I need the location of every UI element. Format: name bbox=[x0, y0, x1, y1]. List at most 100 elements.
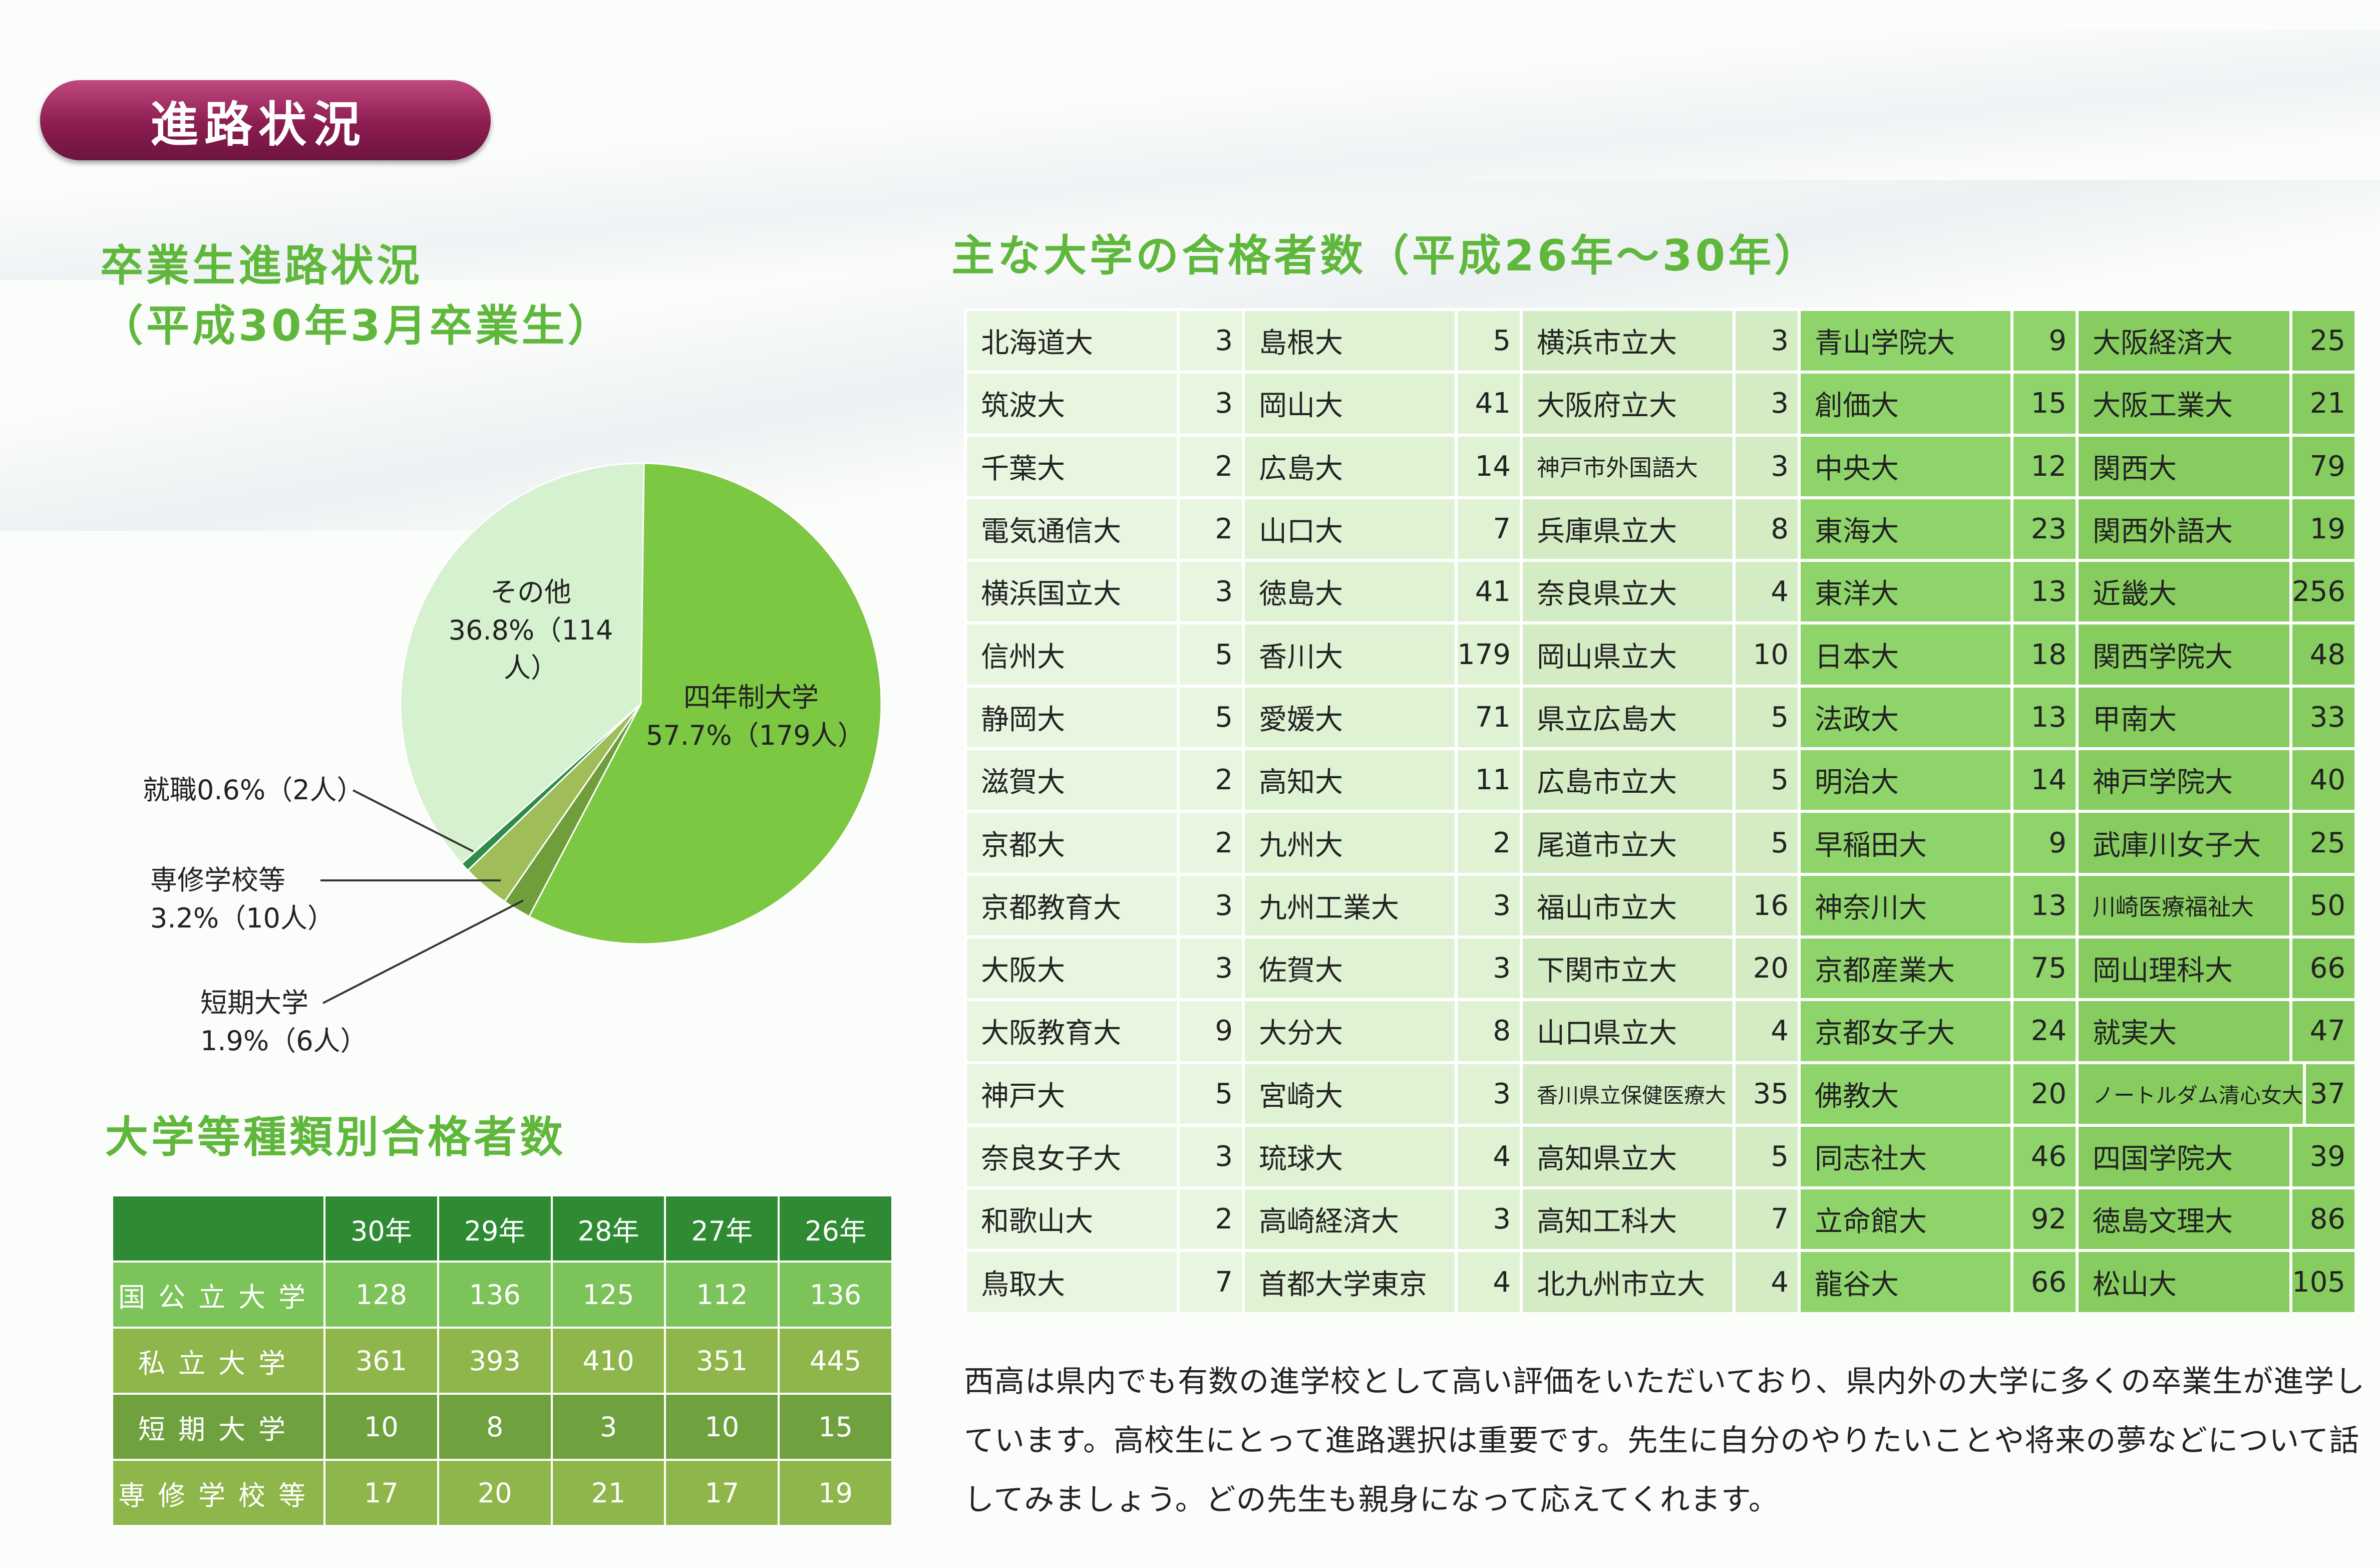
university-column: 北海道大 3 筑波大 3 千葉大 2 電気通信大 2 横浜国立大 3 信州大 5 静岡大 5 滋賀大 2 京都大… bbox=[964, 308, 1242, 1312]
university-count: 41 bbox=[1455, 374, 1520, 434]
university-row: 電気通信大 2 bbox=[964, 496, 1242, 559]
university-name: 関西外語大 bbox=[2093, 515, 2233, 548]
university-name: 九州大 bbox=[1259, 829, 1343, 862]
university-name: 大阪教育大 bbox=[981, 1017, 1121, 1050]
university-name: 岡山県立大 bbox=[1537, 641, 1677, 674]
section-title-badge: 進路状況 bbox=[40, 80, 491, 160]
university-name: 中央大 bbox=[1815, 452, 1899, 485]
university-row: 佐賀大 3 bbox=[1242, 935, 1520, 999]
university-count: 19 bbox=[2289, 499, 2354, 559]
pie-chart-svg bbox=[400, 462, 882, 945]
university-count: 24 bbox=[2010, 1001, 2076, 1061]
university-row: 大阪教育大 9 bbox=[964, 998, 1242, 1061]
university-row: 京都教育大 3 bbox=[964, 872, 1242, 935]
university-row: 関西大 79 bbox=[2076, 433, 2354, 496]
university-name: 香川県立保健医療大 bbox=[1537, 1083, 1727, 1108]
university-row: ノートルダム清心女大 37 bbox=[2076, 1061, 2354, 1124]
university-count: 14 bbox=[2010, 750, 2076, 810]
pie-label-university: 四年制大学 57.7%（179人） bbox=[646, 679, 865, 754]
university-count: 11 bbox=[1455, 750, 1520, 810]
university-name: 大阪経済大 bbox=[2093, 327, 2233, 360]
university-name: 九州工業大 bbox=[1259, 891, 1399, 924]
university-count: 71 bbox=[1455, 687, 1520, 748]
university-row: 青山学院大 9 bbox=[1798, 308, 2076, 371]
university-name: 千葉大 bbox=[981, 452, 1065, 485]
university-count: 3 bbox=[1455, 875, 1520, 935]
university-row: 高知県立大 5 bbox=[1520, 1123, 1798, 1187]
university-name: 県立広島大 bbox=[1537, 703, 1677, 736]
university-count: 10 bbox=[1733, 624, 1798, 685]
university-name: 京都女子大 bbox=[1815, 1017, 1955, 1050]
pie-label-junior-college-name: 短期大学 bbox=[200, 987, 308, 1019]
type-table-header: 26年 bbox=[778, 1194, 893, 1263]
university-count: 2 bbox=[1455, 813, 1520, 873]
university-name: 明治大 bbox=[1815, 766, 1899, 799]
university-count: 3 bbox=[1455, 938, 1520, 999]
university-count: 3 bbox=[1455, 1064, 1520, 1124]
university-name: 和歌山大 bbox=[981, 1205, 1093, 1238]
university-name: 早稲田大 bbox=[1815, 829, 1927, 862]
university-count: 3 bbox=[1177, 875, 1242, 935]
university-name: 川崎医療福祉大 bbox=[2093, 893, 2254, 921]
university-name: 横浜市立大 bbox=[1537, 327, 1677, 360]
university-count: 9 bbox=[2010, 311, 2076, 371]
university-name: 高知県立大 bbox=[1537, 1143, 1677, 1175]
type-table-header: 27年 bbox=[664, 1194, 780, 1263]
university-row: 大分大 8 bbox=[1242, 998, 1520, 1061]
university-count: 3 bbox=[1177, 938, 1242, 999]
university-name: 京都産業大 bbox=[1815, 955, 1955, 988]
university-name: 高知大 bbox=[1259, 766, 1343, 799]
university-count: 179 bbox=[1455, 624, 1520, 685]
type-table-row-label: 短期大学 bbox=[111, 1393, 325, 1461]
university-name: 広島大 bbox=[1259, 452, 1343, 485]
university-count: 14 bbox=[1455, 436, 1520, 496]
university-column: 大阪経済大 25 大阪工業大 21 関西大 79 関西外語大 19 近畿大 256 関西学院大 48 甲… bbox=[2076, 308, 2354, 1312]
university-name: 同志社大 bbox=[1815, 1143, 1927, 1175]
university-row: 山口大 7 bbox=[1242, 496, 1520, 559]
university-row: 香川県立保健医療大 35 bbox=[1520, 1061, 1798, 1124]
university-row: 京都大 2 bbox=[964, 810, 1242, 873]
university-row: 首都大学東京 4 bbox=[1242, 1249, 1520, 1312]
university-count: 13 bbox=[2010, 875, 2076, 935]
university-count: 50 bbox=[2289, 875, 2354, 935]
university-count: 20 bbox=[2010, 1064, 2076, 1124]
university-count: 9 bbox=[1177, 1001, 1242, 1061]
university-row: 福山市立大 16 bbox=[1520, 872, 1798, 935]
pie-label-vocational-name: 専修学校等 bbox=[150, 864, 285, 896]
university-name: 神奈川大 bbox=[1815, 891, 1927, 924]
university-count: 25 bbox=[2289, 813, 2354, 873]
university-count: 3 bbox=[1733, 311, 1798, 371]
university-row: 徳島文理大 86 bbox=[2076, 1186, 2354, 1249]
university-row: 早稲田大 9 bbox=[1798, 810, 2076, 873]
university-row: 北九州市立大 4 bbox=[1520, 1249, 1798, 1312]
university-row: 東海大 23 bbox=[1798, 496, 2076, 559]
university-row: 大阪工業大 21 bbox=[2076, 371, 2354, 434]
university-name: 京都大 bbox=[981, 829, 1065, 862]
university-row: 奈良県立大 4 bbox=[1520, 559, 1798, 622]
university-row: 大阪経済大 25 bbox=[2076, 308, 2354, 371]
university-row: 岡山理科大 66 bbox=[2076, 935, 2354, 999]
university-count: 5 bbox=[1455, 311, 1520, 371]
university-count: 33 bbox=[2289, 687, 2354, 748]
university-name: 佛教大 bbox=[1815, 1080, 1899, 1113]
university-name: 神戸学院大 bbox=[2093, 766, 2233, 799]
university-row: 岡山大 41 bbox=[1242, 371, 1520, 434]
university-count: 18 bbox=[2010, 624, 2076, 685]
university-count: 2 bbox=[1177, 436, 1242, 496]
university-row: 明治大 14 bbox=[1798, 747, 2076, 810]
university-name: 創価大 bbox=[1815, 390, 1899, 423]
university-count: 5 bbox=[1177, 1064, 1242, 1124]
university-count: 4 bbox=[1455, 1126, 1520, 1187]
type-table-cell: 112 bbox=[664, 1261, 780, 1329]
university-count: 7 bbox=[1177, 1252, 1242, 1312]
university-row: 下関市立大 20 bbox=[1520, 935, 1798, 999]
pie-chart bbox=[391, 453, 891, 954]
university-row: 九州工業大 3 bbox=[1242, 872, 1520, 935]
university-count: 79 bbox=[2289, 436, 2354, 496]
type-table-cell: 21 bbox=[550, 1459, 666, 1527]
type-table-header: 29年 bbox=[437, 1194, 553, 1263]
university-row: 琉球大 4 bbox=[1242, 1123, 1520, 1187]
university-name: 龍谷大 bbox=[1815, 1268, 1899, 1301]
university-row: 高崎経済大 3 bbox=[1242, 1186, 1520, 1249]
university-row: 兵庫県立大 8 bbox=[1520, 496, 1798, 559]
